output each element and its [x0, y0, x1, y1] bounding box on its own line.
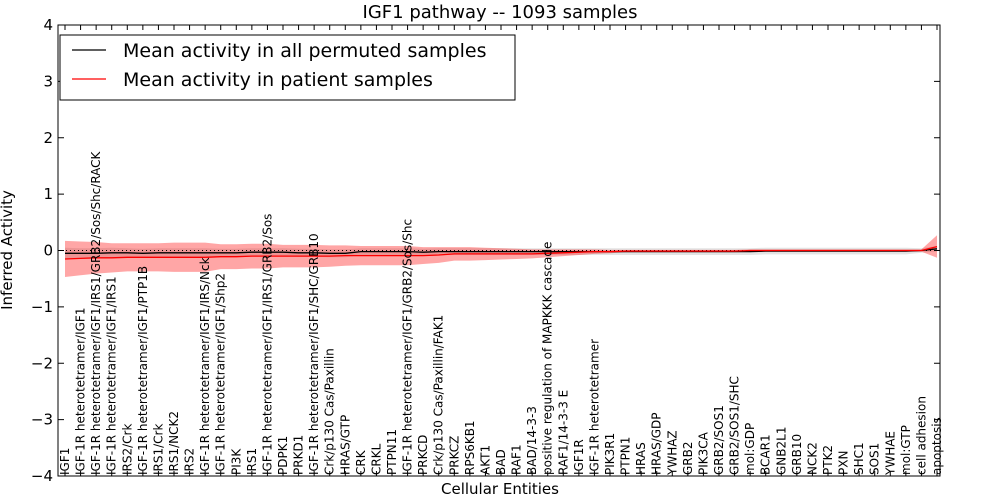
x-tick-label: mol:GTP — [899, 425, 913, 475]
x-tick-label: RAF1 — [510, 444, 524, 475]
x-tick-label: PRKD1 — [292, 435, 306, 475]
x-tick-label: CRK — [354, 449, 368, 475]
y-axis-label: Inferred Activity — [0, 190, 16, 310]
x-tick-label: IRS1 — [245, 448, 259, 475]
x-tick-label: IGF1R — [572, 439, 586, 475]
y-tick-label: 0 — [43, 242, 53, 260]
series-lines — [58, 245, 940, 260]
confidence-bands — [65, 235, 937, 277]
legend-box — [59, 34, 516, 101]
x-tick-label: IRS2 — [183, 448, 197, 475]
x-tick-label: IGF-1R heterotetramer — [587, 339, 601, 475]
x-tick-label: cell adhesion — [914, 396, 928, 475]
x-tick-label: BAD/14-3-3 — [525, 406, 539, 475]
x-tick-label: IGF-1R heterotetramer/IGF1/IRS1/GRB2/Sos — [260, 214, 274, 475]
x-tick-label: BCAR1 — [759, 434, 773, 475]
x-tick-label: BAD — [494, 449, 508, 475]
x-tick-label: GRB2 — [681, 441, 695, 475]
x-tick-label: IRS1/Crk — [151, 424, 165, 475]
x-tick-label: apoptosis — [930, 417, 944, 475]
x-tick-label: PTK2 — [821, 445, 835, 475]
x-tick-label: SOS1 — [868, 443, 882, 475]
legend: Mean activity in all permuted samples Mea… — [59, 34, 516, 101]
confidence-band-patient — [65, 235, 937, 277]
series-line-patient — [64, 245, 938, 260]
x-tick-label: RAF1/14-3-3 E — [556, 390, 570, 475]
y-tick-label: −3 — [31, 411, 53, 429]
x-tick-label: PDPK1 — [276, 436, 290, 475]
x-axis-label: Cellular Entities — [441, 480, 559, 498]
x-tick-label: PRKCD — [416, 435, 430, 475]
x-tick-label: IGF-1R heterotetramer/IGF1/IRS1 — [105, 276, 119, 475]
x-tick-label: PTPN11 — [385, 429, 399, 475]
y-tick-label: −4 — [31, 467, 53, 485]
chart-title: IGF1 pathway -- 1093 samples — [363, 2, 638, 23]
x-tick-label: PIK3CA — [696, 431, 710, 475]
x-tick-label: YWHAZ — [665, 430, 679, 476]
y-tick-label: −2 — [31, 354, 53, 372]
x-tick-label: GRB2/SOS1 — [712, 405, 726, 475]
x-tick-label: IGF-1R heterotetramer/IGF1/Shp2 — [214, 273, 228, 475]
category-labels: IGF1 IGF-1R heterotetramer/IGF1 IGF-1R het… — [58, 150, 944, 476]
x-tick-label: PRKCZ — [447, 436, 461, 475]
x-tick-label: IGF-1R heterotetramer/IGF1 — [74, 308, 88, 475]
x-tick-label: IGF-1R heterotetramer/IGF1/IRS1/GRB2/Sos… — [89, 150, 103, 475]
x-tick-label: positive regulation of MAPKKK cascade — [541, 242, 555, 475]
x-tick-label: IRS1/NCK2 — [167, 411, 181, 475]
x-tick-label: GRB2/SOS1/SHC — [728, 376, 742, 475]
x-tick-label: CRKL — [369, 443, 383, 475]
x-tick-label: NCK2 — [805, 442, 819, 475]
x-tick-label: GRB10 — [790, 434, 804, 475]
x-tick-label: SHC1 — [852, 442, 866, 475]
x-tick-label: IGF-1R heterotetramer/IGF1/PTP1B — [136, 266, 150, 475]
x-tick-label: PXN — [837, 451, 851, 475]
x-tick-label: IGF1 — [58, 448, 72, 475]
axes: −4 −3 −2 −1 0 1 2 3 4 — [31, 16, 941, 485]
x-tick-label: HRAS/GTP — [338, 415, 352, 475]
x-tick-label: HRAS/GDP — [650, 412, 664, 475]
x-tick-label: GNB2L1 — [774, 427, 788, 475]
y-tick-label: 1 — [43, 185, 53, 203]
x-tick-label: IGF-1R heterotetramer/IGF1/SHC/GRB10 — [307, 233, 321, 475]
x-tick-label: PIK3R1 — [603, 433, 617, 475]
x-tick-label: IGF-1R heterotetramer/IGF1/GRB2/Sos/Shc — [401, 219, 415, 475]
y-tick-label: −1 — [31, 298, 53, 316]
x-tick-label: YWHAE — [883, 431, 897, 476]
x-tick-label: IGF-1R heterotetramer/IGF1/IRS/Nck — [198, 257, 212, 475]
x-tick-label: Crk/p130 Cas/Paxillin/FAK1 — [432, 315, 446, 475]
x-tick-label: Crk/p130 Cas/Paxillin — [323, 348, 337, 475]
y-tick-label: 4 — [43, 16, 53, 34]
y-tick-label: 3 — [43, 72, 53, 90]
x-tick-label: AKT1 — [478, 445, 492, 475]
x-tick-label: PI3K — [229, 448, 243, 475]
legend-label: Mean activity in all permuted samples — [123, 40, 486, 62]
x-tick-label: RPS6KB1 — [463, 420, 477, 475]
y-tick-label: 2 — [43, 129, 53, 147]
x-tick-label: PTPN1 — [619, 437, 633, 475]
x-tick-label: mol:GDP — [743, 423, 757, 475]
x-tick-label: IRS2/Crk — [120, 424, 134, 475]
x-tick-label: HRAS — [634, 442, 648, 475]
legend-label: Mean activity in patient samples — [123, 69, 433, 91]
